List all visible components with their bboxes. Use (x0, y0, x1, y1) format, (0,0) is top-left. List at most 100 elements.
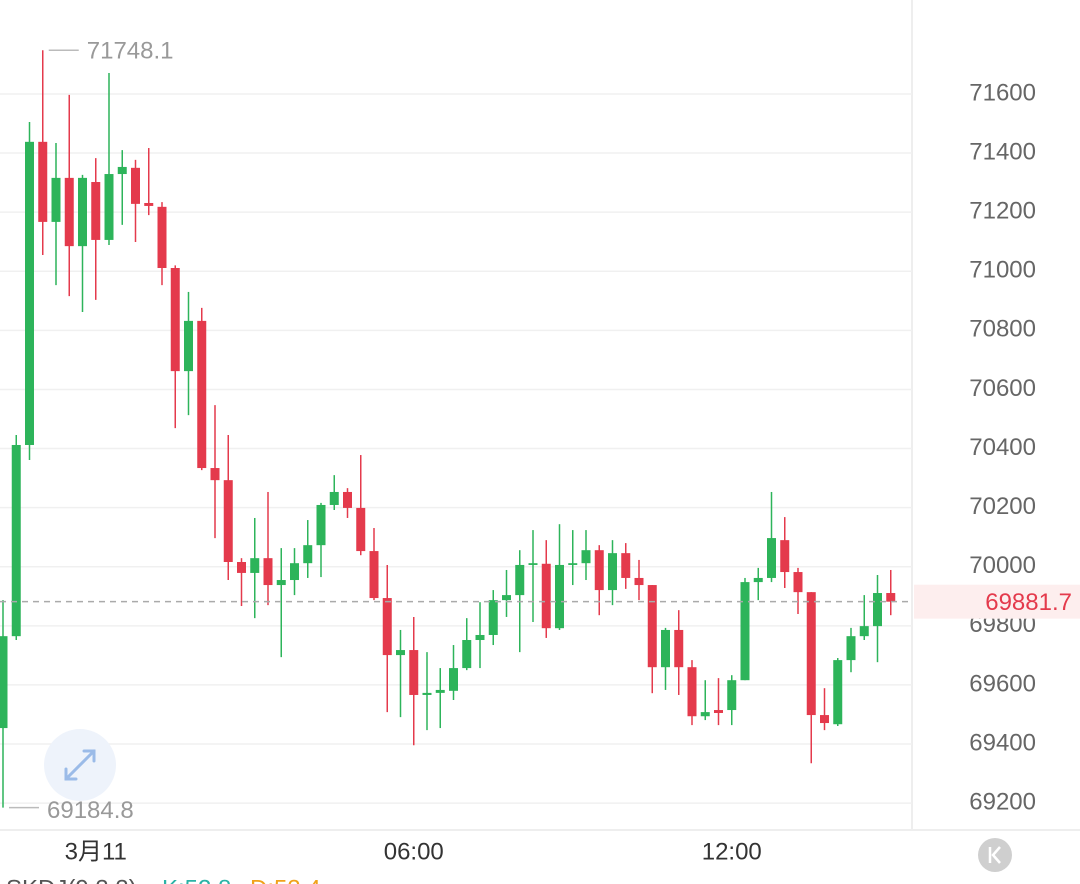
candle-body (64, 177, 74, 247)
min-label: 69184.8 (47, 797, 134, 824)
candle-body (250, 558, 260, 573)
candle-body (369, 551, 379, 599)
candle-body (303, 545, 313, 564)
candle-body (396, 650, 405, 656)
candle-body (91, 182, 101, 240)
candle-body (608, 553, 617, 591)
candle-body (806, 592, 816, 716)
candle-body (170, 267, 180, 372)
y-tick-label: 71200 (969, 197, 1036, 224)
candle-body (714, 710, 723, 713)
expand-icon[interactable] (64, 749, 96, 781)
candle-body (581, 550, 591, 564)
candle-body (382, 598, 392, 656)
candle-body (687, 667, 697, 717)
candle-body (51, 177, 61, 222)
candle-body (767, 538, 776, 578)
candle-body (0, 636, 8, 729)
candle-body (237, 562, 246, 573)
candle-body (621, 553, 631, 578)
candle-body (276, 580, 286, 586)
candle-body (104, 174, 114, 240)
candle-body (541, 563, 551, 629)
candle-body (700, 712, 710, 717)
candle-body (144, 202, 154, 206)
candle-body (488, 600, 498, 635)
labels: 6920069400696006980070000702007040070600… (0, 38, 1080, 865)
y-tick-label: 70000 (969, 552, 1036, 579)
candle-body (290, 563, 299, 581)
candle-body (555, 564, 564, 629)
y-tick-label: 70600 (969, 375, 1036, 402)
candle-body (184, 320, 193, 372)
indicator-k: K:52.8 (162, 875, 231, 884)
candle-body (886, 593, 896, 602)
candle-body (117, 166, 127, 175)
candle-body (263, 558, 273, 586)
candle-body (197, 320, 207, 469)
candle-body (661, 629, 670, 668)
candle-body (727, 680, 737, 711)
y-tick-label: 70200 (969, 493, 1036, 520)
candle-body (594, 550, 604, 591)
y-tick-label: 69200 (969, 788, 1036, 815)
y-tick-label: 70800 (969, 316, 1036, 343)
max-label: 71748.1 (87, 38, 174, 65)
candle-body (568, 563, 578, 565)
candle-body (449, 668, 458, 691)
collapse-circle[interactable] (978, 838, 1012, 872)
y-tick-label: 70400 (969, 434, 1036, 461)
candle-body (833, 660, 843, 725)
candle-body (674, 629, 684, 668)
candle-body (846, 636, 856, 661)
candle-body (502, 595, 511, 601)
collapse-button[interactable] (978, 838, 1012, 872)
x-tick-label: 06:00 (384, 838, 444, 865)
candle-body (329, 491, 339, 505)
candle-body (435, 689, 445, 693)
candle-body (793, 572, 803, 593)
candle-body (820, 715, 829, 724)
y-tick-label: 69600 (969, 670, 1036, 697)
last-price-label: 69881.7 (985, 589, 1072, 616)
candle-body (131, 167, 140, 204)
candle-body (753, 577, 763, 583)
y-tick-label: 71400 (969, 138, 1036, 165)
candle-body (859, 626, 869, 637)
candle-body (38, 141, 48, 222)
candle-body (316, 504, 326, 546)
candle-body (647, 585, 657, 668)
candle-body (11, 444, 21, 637)
candle-body (210, 468, 220, 481)
indicator-name: SKDJ(9,3,3) (6, 875, 137, 884)
y-tick-label: 71000 (969, 257, 1036, 284)
candle-body (780, 540, 790, 573)
last-price-tag (914, 584, 1080, 619)
y-tick-label: 69400 (969, 729, 1036, 756)
candle-body (740, 582, 750, 681)
y-tick-label: 71600 (969, 79, 1036, 106)
candle-body (157, 206, 167, 268)
indicator-d: D:53.4 (250, 875, 321, 884)
candle-body (528, 563, 538, 565)
candle-body (25, 141, 34, 445)
candle-body (78, 177, 87, 247)
candle-body (422, 692, 432, 695)
collapse-icon[interactable] (988, 846, 1001, 864)
candle-body (356, 507, 366, 552)
candle-body (873, 593, 882, 627)
candles (0, 50, 896, 808)
candle-body (475, 634, 485, 641)
candle-body (343, 491, 352, 508)
candle-body (462, 640, 472, 669)
candle-body (223, 480, 233, 563)
expand-button[interactable] (44, 729, 116, 801)
candle-body (634, 577, 644, 586)
x-tick-label: 3月11 (65, 838, 127, 865)
candle-body (515, 564, 525, 596)
x-tick-label: 12:00 (702, 838, 762, 865)
candle-body (409, 650, 419, 695)
